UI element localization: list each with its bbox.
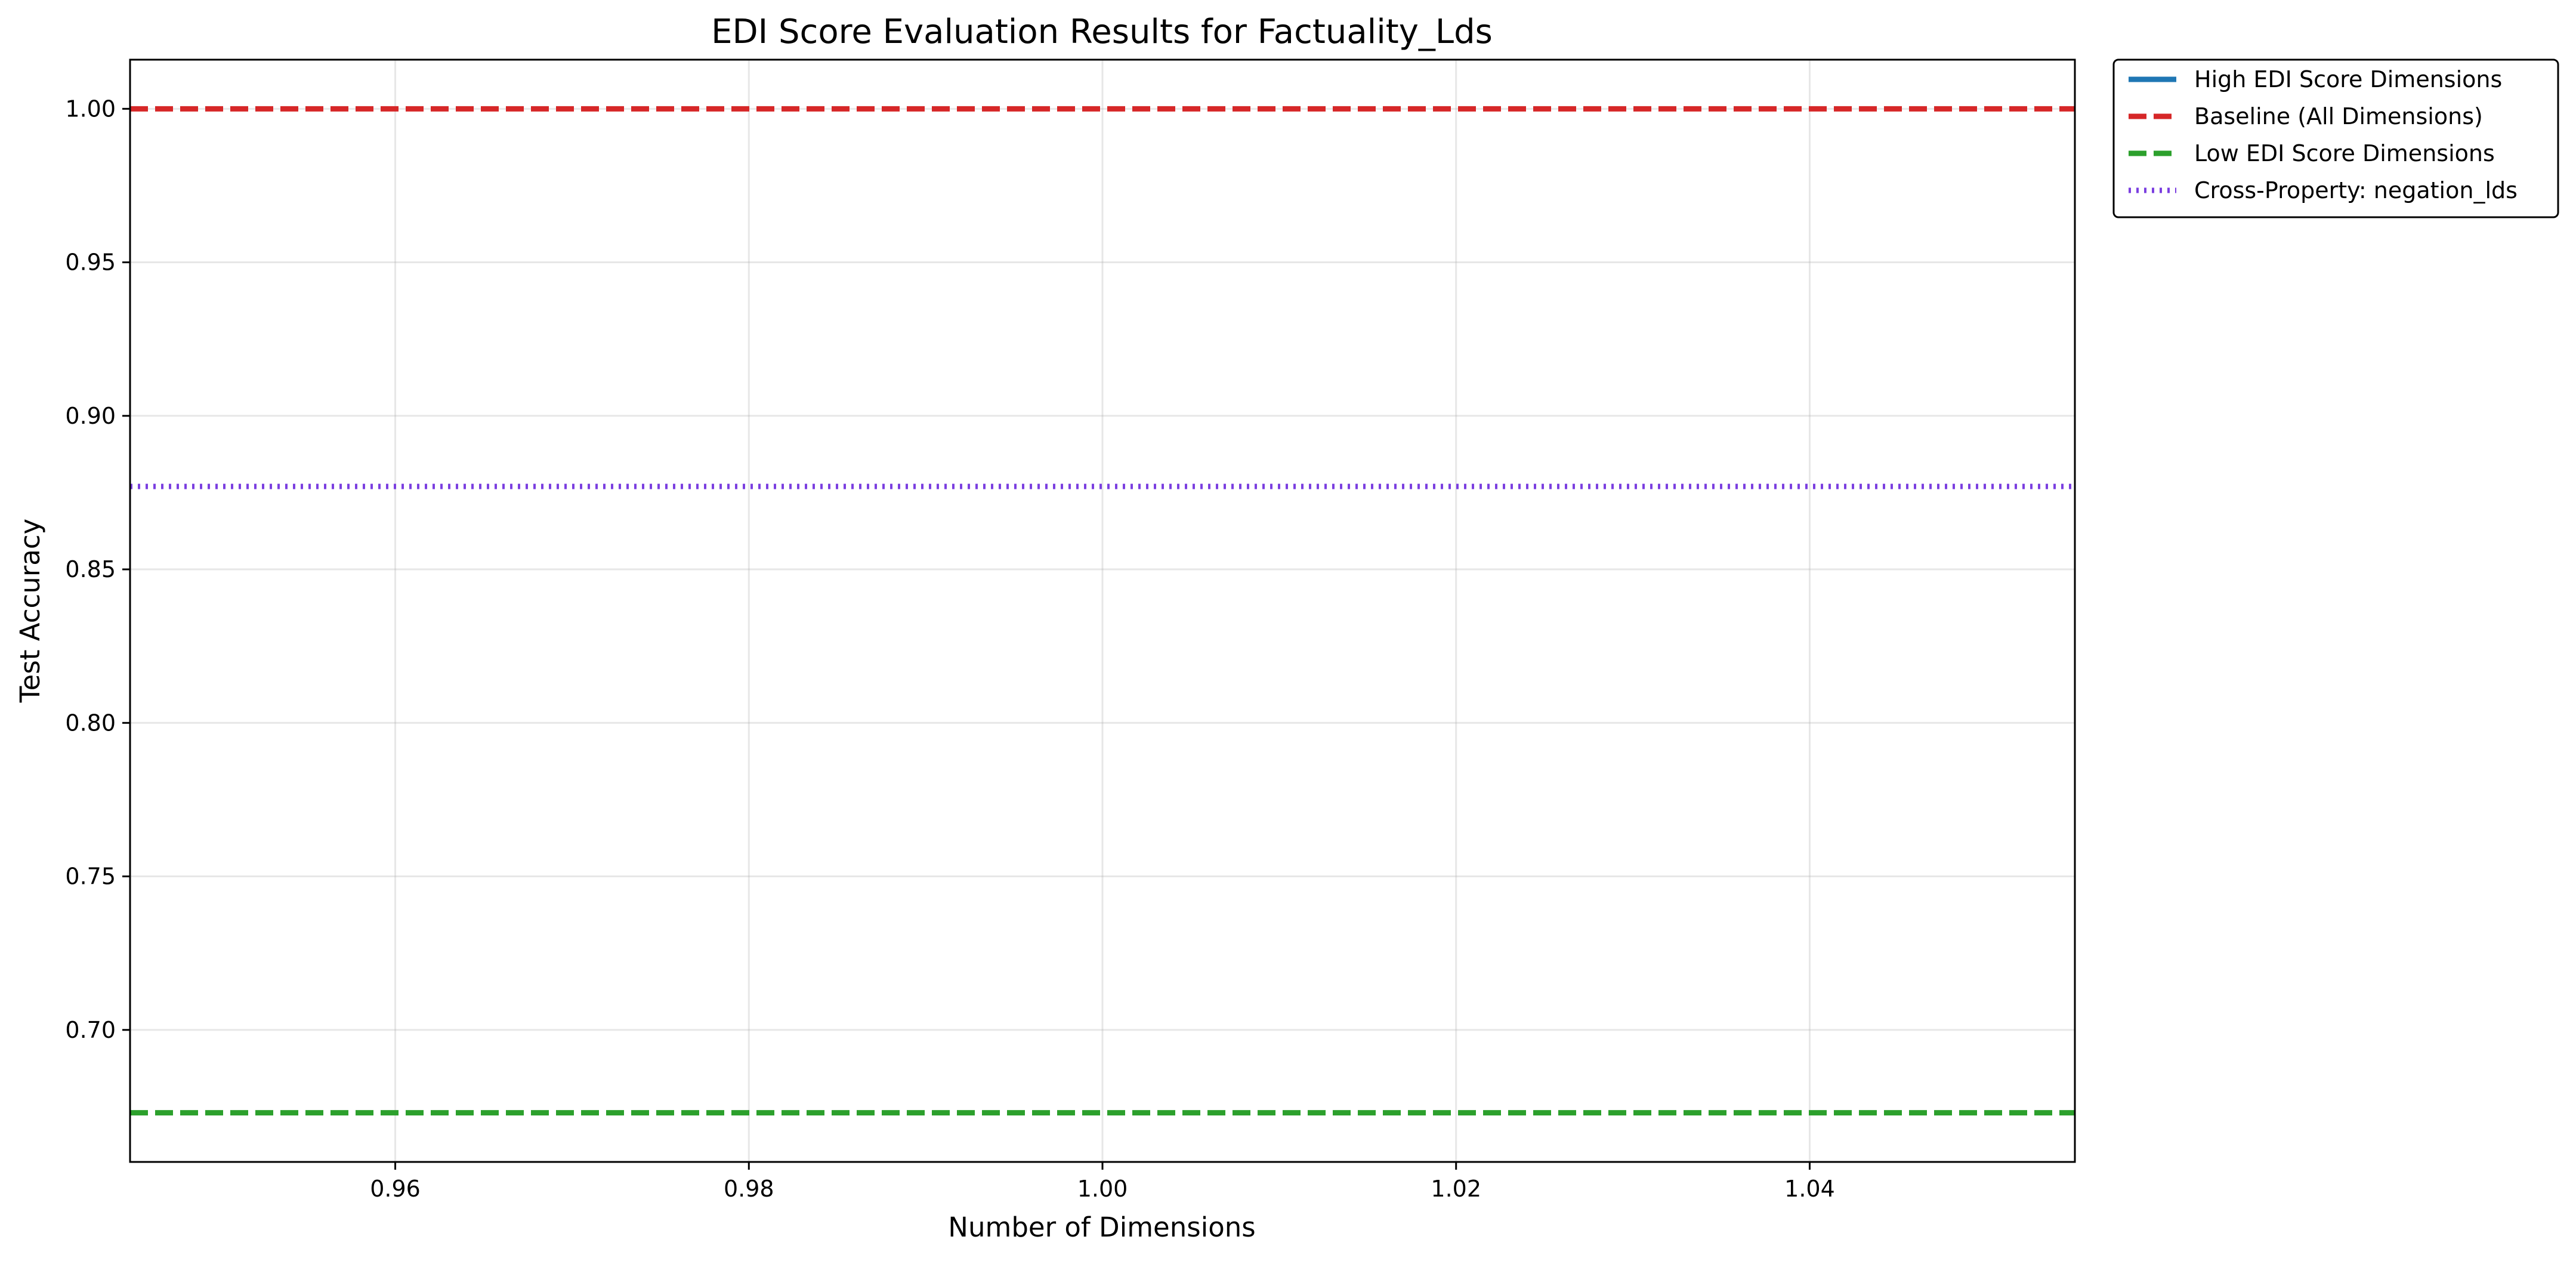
legend: High EDI Score Dimensions Baseline (All D… — [2112, 58, 2559, 218]
x-gridlines — [394, 60, 1811, 1162]
plot-area — [130, 106, 2075, 1116]
x-tick-label: 1.00 — [1077, 1176, 1128, 1202]
legend-label: Baseline (All Dimensions) — [2194, 103, 2483, 130]
x-tick-label: 1.02 — [1431, 1176, 1481, 1202]
x-tick-label: 0.98 — [724, 1176, 774, 1202]
legend-frame — [2112, 58, 2559, 218]
y-axis: 0.70 0.75 0.80 0.85 0.90 0.95 1.00 — [65, 95, 130, 1043]
y-axis-label: Test Accuracy — [14, 519, 46, 703]
y-tick-label: 0.95 — [65, 249, 116, 276]
chart-title: EDI Score Evaluation Results for Factual… — [711, 13, 1493, 51]
y-tick-label: 0.70 — [65, 1017, 116, 1043]
y-tick-label: 0.85 — [65, 556, 116, 582]
legend-label: Cross-Property: negation_lds — [2194, 177, 2518, 204]
series-layer — [130, 106, 2075, 1116]
y-tick-label: 1.00 — [65, 95, 116, 122]
y-tick-label: 0.90 — [65, 403, 116, 429]
x-tick-label: 1.04 — [1784, 1176, 1835, 1202]
legend-label: High EDI Score Dimensions — [2194, 66, 2502, 93]
x-axis: 0.96 0.98 1.00 1.02 1.04 — [370, 1162, 1835, 1202]
y-tick-label: 0.80 — [65, 710, 116, 736]
legend-label: Low EDI Score Dimensions — [2194, 140, 2495, 167]
y-tick-label: 0.75 — [65, 864, 116, 890]
x-tick-label: 0.96 — [370, 1176, 421, 1202]
y-gridlines — [130, 107, 2075, 1031]
x-axis-label: Number of Dimensions — [948, 1211, 1255, 1243]
